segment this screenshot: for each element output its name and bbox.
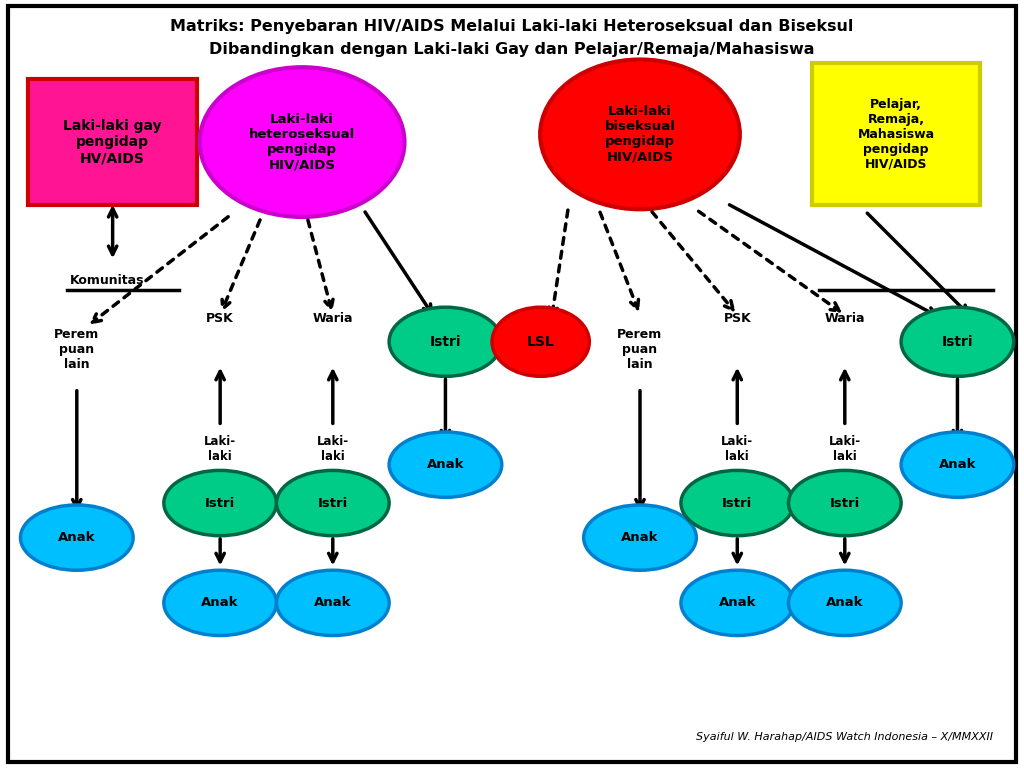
Text: Syaiful W. Harahap/AIDS Watch Indonesia – X/MMXXII: Syaiful W. Harahap/AIDS Watch Indonesia … bbox=[696, 732, 993, 743]
Text: Istri: Istri bbox=[317, 497, 348, 509]
Ellipse shape bbox=[20, 505, 133, 570]
Ellipse shape bbox=[493, 307, 590, 376]
Ellipse shape bbox=[200, 67, 404, 217]
Text: Perem
puan
lain: Perem puan lain bbox=[617, 328, 663, 371]
Text: Anak: Anak bbox=[58, 531, 95, 544]
Ellipse shape bbox=[276, 470, 389, 536]
Ellipse shape bbox=[901, 432, 1014, 498]
Text: Dibandingkan dengan Laki-laki Gay dan Pelajar/Remaja/Mahasiswa: Dibandingkan dengan Laki-laki Gay dan Pe… bbox=[209, 42, 815, 58]
Ellipse shape bbox=[389, 432, 502, 498]
Ellipse shape bbox=[901, 307, 1014, 376]
FancyBboxPatch shape bbox=[811, 64, 981, 206]
Text: Anak: Anak bbox=[314, 597, 351, 609]
Ellipse shape bbox=[541, 60, 739, 210]
Text: Anak: Anak bbox=[939, 458, 976, 471]
Ellipse shape bbox=[164, 570, 276, 636]
Ellipse shape bbox=[681, 470, 794, 536]
Ellipse shape bbox=[164, 470, 276, 536]
Text: Laki-
laki: Laki- laki bbox=[828, 435, 861, 463]
Ellipse shape bbox=[681, 570, 794, 636]
Text: Matriks: Penyebaran HIV/AIDS Melalui Laki-laki Heteroseksual dan Biseksul: Matriks: Penyebaran HIV/AIDS Melalui Lak… bbox=[170, 19, 854, 35]
Ellipse shape bbox=[584, 505, 696, 570]
Text: Laki-
laki: Laki- laki bbox=[721, 435, 754, 463]
Text: Anak: Anak bbox=[719, 597, 756, 609]
Text: Istri: Istri bbox=[829, 497, 860, 509]
Text: Laki-laki
biseksual
pengidap
HIV/AIDS: Laki-laki biseksual pengidap HIV/AIDS bbox=[604, 105, 676, 164]
Text: PSK: PSK bbox=[723, 313, 752, 325]
Text: Anak: Anak bbox=[202, 597, 239, 609]
Text: Laki-
laki: Laki- laki bbox=[316, 435, 349, 463]
Text: Istri: Istri bbox=[430, 335, 461, 349]
Text: Laki-
laki: Laki- laki bbox=[204, 435, 237, 463]
Ellipse shape bbox=[389, 307, 502, 376]
Text: Laki-laki
heteroseksual
pengidap
HIV/AIDS: Laki-laki heteroseksual pengidap HIV/AID… bbox=[249, 113, 355, 171]
Text: Komunitas: Komunitas bbox=[70, 274, 144, 286]
Text: Pelajar,
Remaja,
Mahasiswa
pengidap
HIV/AIDS: Pelajar, Remaja, Mahasiswa pengidap HIV/… bbox=[857, 98, 935, 171]
Ellipse shape bbox=[276, 570, 389, 636]
Text: Anak: Anak bbox=[826, 597, 863, 609]
Text: Istri: Istri bbox=[722, 497, 753, 509]
Text: Waria: Waria bbox=[312, 313, 353, 325]
Text: Perem
puan
lain: Perem puan lain bbox=[54, 328, 99, 371]
Text: Anak: Anak bbox=[427, 458, 464, 471]
Text: PSK: PSK bbox=[206, 313, 234, 325]
Text: Istri: Istri bbox=[205, 497, 236, 509]
Ellipse shape bbox=[788, 470, 901, 536]
Text: Anak: Anak bbox=[622, 531, 658, 544]
Text: Waria: Waria bbox=[824, 313, 865, 325]
Text: Laki-laki gay
pengidap
HV/AIDS: Laki-laki gay pengidap HV/AIDS bbox=[63, 119, 162, 165]
Text: LSL: LSL bbox=[526, 335, 555, 349]
Ellipse shape bbox=[788, 570, 901, 636]
Text: Istri: Istri bbox=[942, 335, 973, 349]
FancyBboxPatch shape bbox=[29, 79, 197, 206]
